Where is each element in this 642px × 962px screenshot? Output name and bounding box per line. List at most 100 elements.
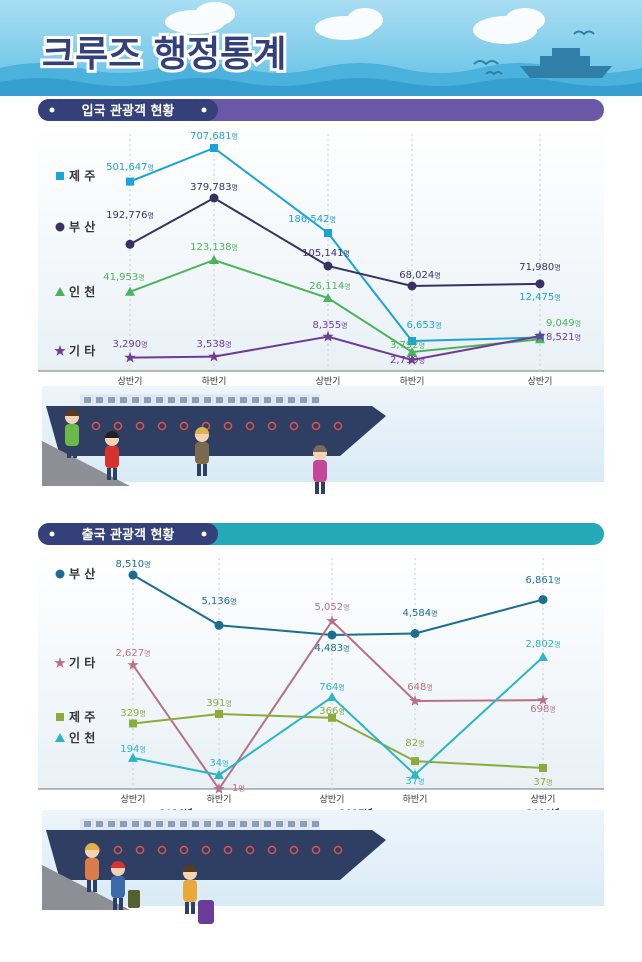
data-point: [407, 281, 417, 291]
gangway-stairs: [42, 865, 130, 910]
data-label: 12,475명: [519, 292, 560, 303]
legend-label: 인 천: [69, 284, 95, 299]
data-point: [214, 770, 224, 779]
window-icon: [252, 397, 259, 403]
legend-marker: [55, 569, 65, 579]
window-icon: [204, 397, 211, 403]
window-icon: [300, 397, 307, 403]
chart-panel: [38, 548, 604, 789]
dot-icon: [201, 531, 207, 537]
legend-label: 기 타: [69, 655, 95, 670]
window-icon: [312, 397, 319, 403]
data-point: [406, 354, 418, 365]
dot-icon: [201, 107, 207, 113]
data-label: 6,653명: [406, 320, 441, 331]
data-point: [124, 351, 136, 363]
legend-marker: [55, 287, 65, 296]
ship-silhouette-icon: [520, 48, 612, 78]
section-title: 출국 관광객 현황: [82, 527, 175, 543]
data-label: 379,783명: [190, 182, 238, 193]
x-tick-label: 상반기: [118, 376, 143, 387]
x-tick-label: 하반기: [403, 794, 428, 805]
window-icon: [204, 821, 211, 827]
tourist-icon: [195, 427, 209, 476]
window-icon: [288, 821, 295, 827]
luggage-icon: [128, 890, 140, 908]
data-point: [411, 757, 419, 766]
data-label: 4,483명: [314, 643, 349, 654]
porthole-icon: [179, 845, 189, 855]
series-etc: 2,627명 1명 5,052명 648명 698명 기 타: [54, 602, 556, 794]
data-point: [410, 628, 420, 638]
data-point: [409, 695, 421, 706]
x-tick-label: 하반기: [207, 794, 232, 805]
series-incheon: 41,953명 123,138명 26,114명 3,792명 9,049명 인 천: [55, 242, 581, 356]
data-label: 3,538명: [196, 339, 231, 350]
data-point: [535, 279, 545, 289]
data-point: [407, 347, 417, 356]
data-point: [209, 193, 219, 203]
data-point: [128, 752, 138, 762]
window-icon: [276, 397, 283, 403]
porthole-icon: [289, 421, 299, 431]
data-point: [323, 293, 333, 302]
window-icon: [120, 821, 127, 827]
window-icon: [156, 821, 163, 827]
tourist-icon: [65, 409, 79, 458]
porthole-icon: [245, 421, 255, 431]
outbound-scene: [42, 810, 604, 924]
data-label: 648명: [407, 682, 433, 693]
legend-marker: [54, 345, 66, 356]
window-icon: [180, 821, 187, 827]
legend-marker: [55, 733, 65, 742]
window-icon: [132, 821, 139, 827]
data-label: 2,802명: [525, 639, 560, 650]
data-point: [213, 783, 225, 794]
data-point: [323, 261, 333, 271]
data-point: [208, 350, 220, 362]
cruise-ship-icon: [46, 406, 386, 456]
series-busan: 8,510명 5,136명 4,483명 4,584명 6,861명 부 산: [55, 559, 561, 654]
legend-label: 제 주: [69, 169, 95, 183]
cruise-ship-icon: [46, 830, 386, 880]
data-label: 2,627명: [115, 648, 150, 659]
data-label: 5,052명: [314, 602, 349, 613]
data-label: 123,138명: [190, 242, 238, 253]
tourist-icon: [85, 843, 99, 892]
tourist-icon: [183, 865, 197, 914]
inbound-chart: 입국 관광객 현황상반기하반기상반기하반기상반기2016년2017년2018년5…: [38, 99, 604, 401]
porthole-icon: [201, 845, 211, 855]
window-icon: [84, 397, 91, 403]
data-label: 37명: [405, 776, 424, 787]
window-icon: [240, 397, 247, 403]
data-point: [410, 769, 420, 779]
data-point: [324, 229, 332, 237]
porthole-icon: [179, 421, 189, 431]
window-icon: [84, 821, 91, 827]
porthole-icon: [157, 421, 167, 431]
legend-marker: [56, 172, 64, 180]
data-label: 6,861명: [525, 575, 560, 586]
x-tick-label: 상반기: [528, 376, 553, 387]
data-point: [128, 570, 138, 580]
porthole-icon: [113, 421, 123, 431]
window-icon: [168, 397, 175, 403]
data-label: 37명: [533, 777, 552, 788]
window-icon: [108, 821, 115, 827]
header: 크루즈 행정통계: [0, 0, 642, 96]
seagull-icon: [473, 30, 595, 76]
data-label: 186,542명: [288, 214, 336, 225]
porthole-icon: [289, 845, 299, 855]
window-icon: [264, 821, 271, 827]
data-label: 9,049명: [546, 318, 581, 329]
porthole-icon: [223, 845, 233, 855]
window-icon: [276, 821, 283, 827]
porthole-icon: [113, 845, 123, 855]
data-point: [327, 630, 337, 640]
data-label: 194명: [120, 744, 146, 755]
porthole-icon: [333, 421, 343, 431]
data-point: [125, 286, 135, 296]
data-label: 698명: [530, 704, 556, 715]
